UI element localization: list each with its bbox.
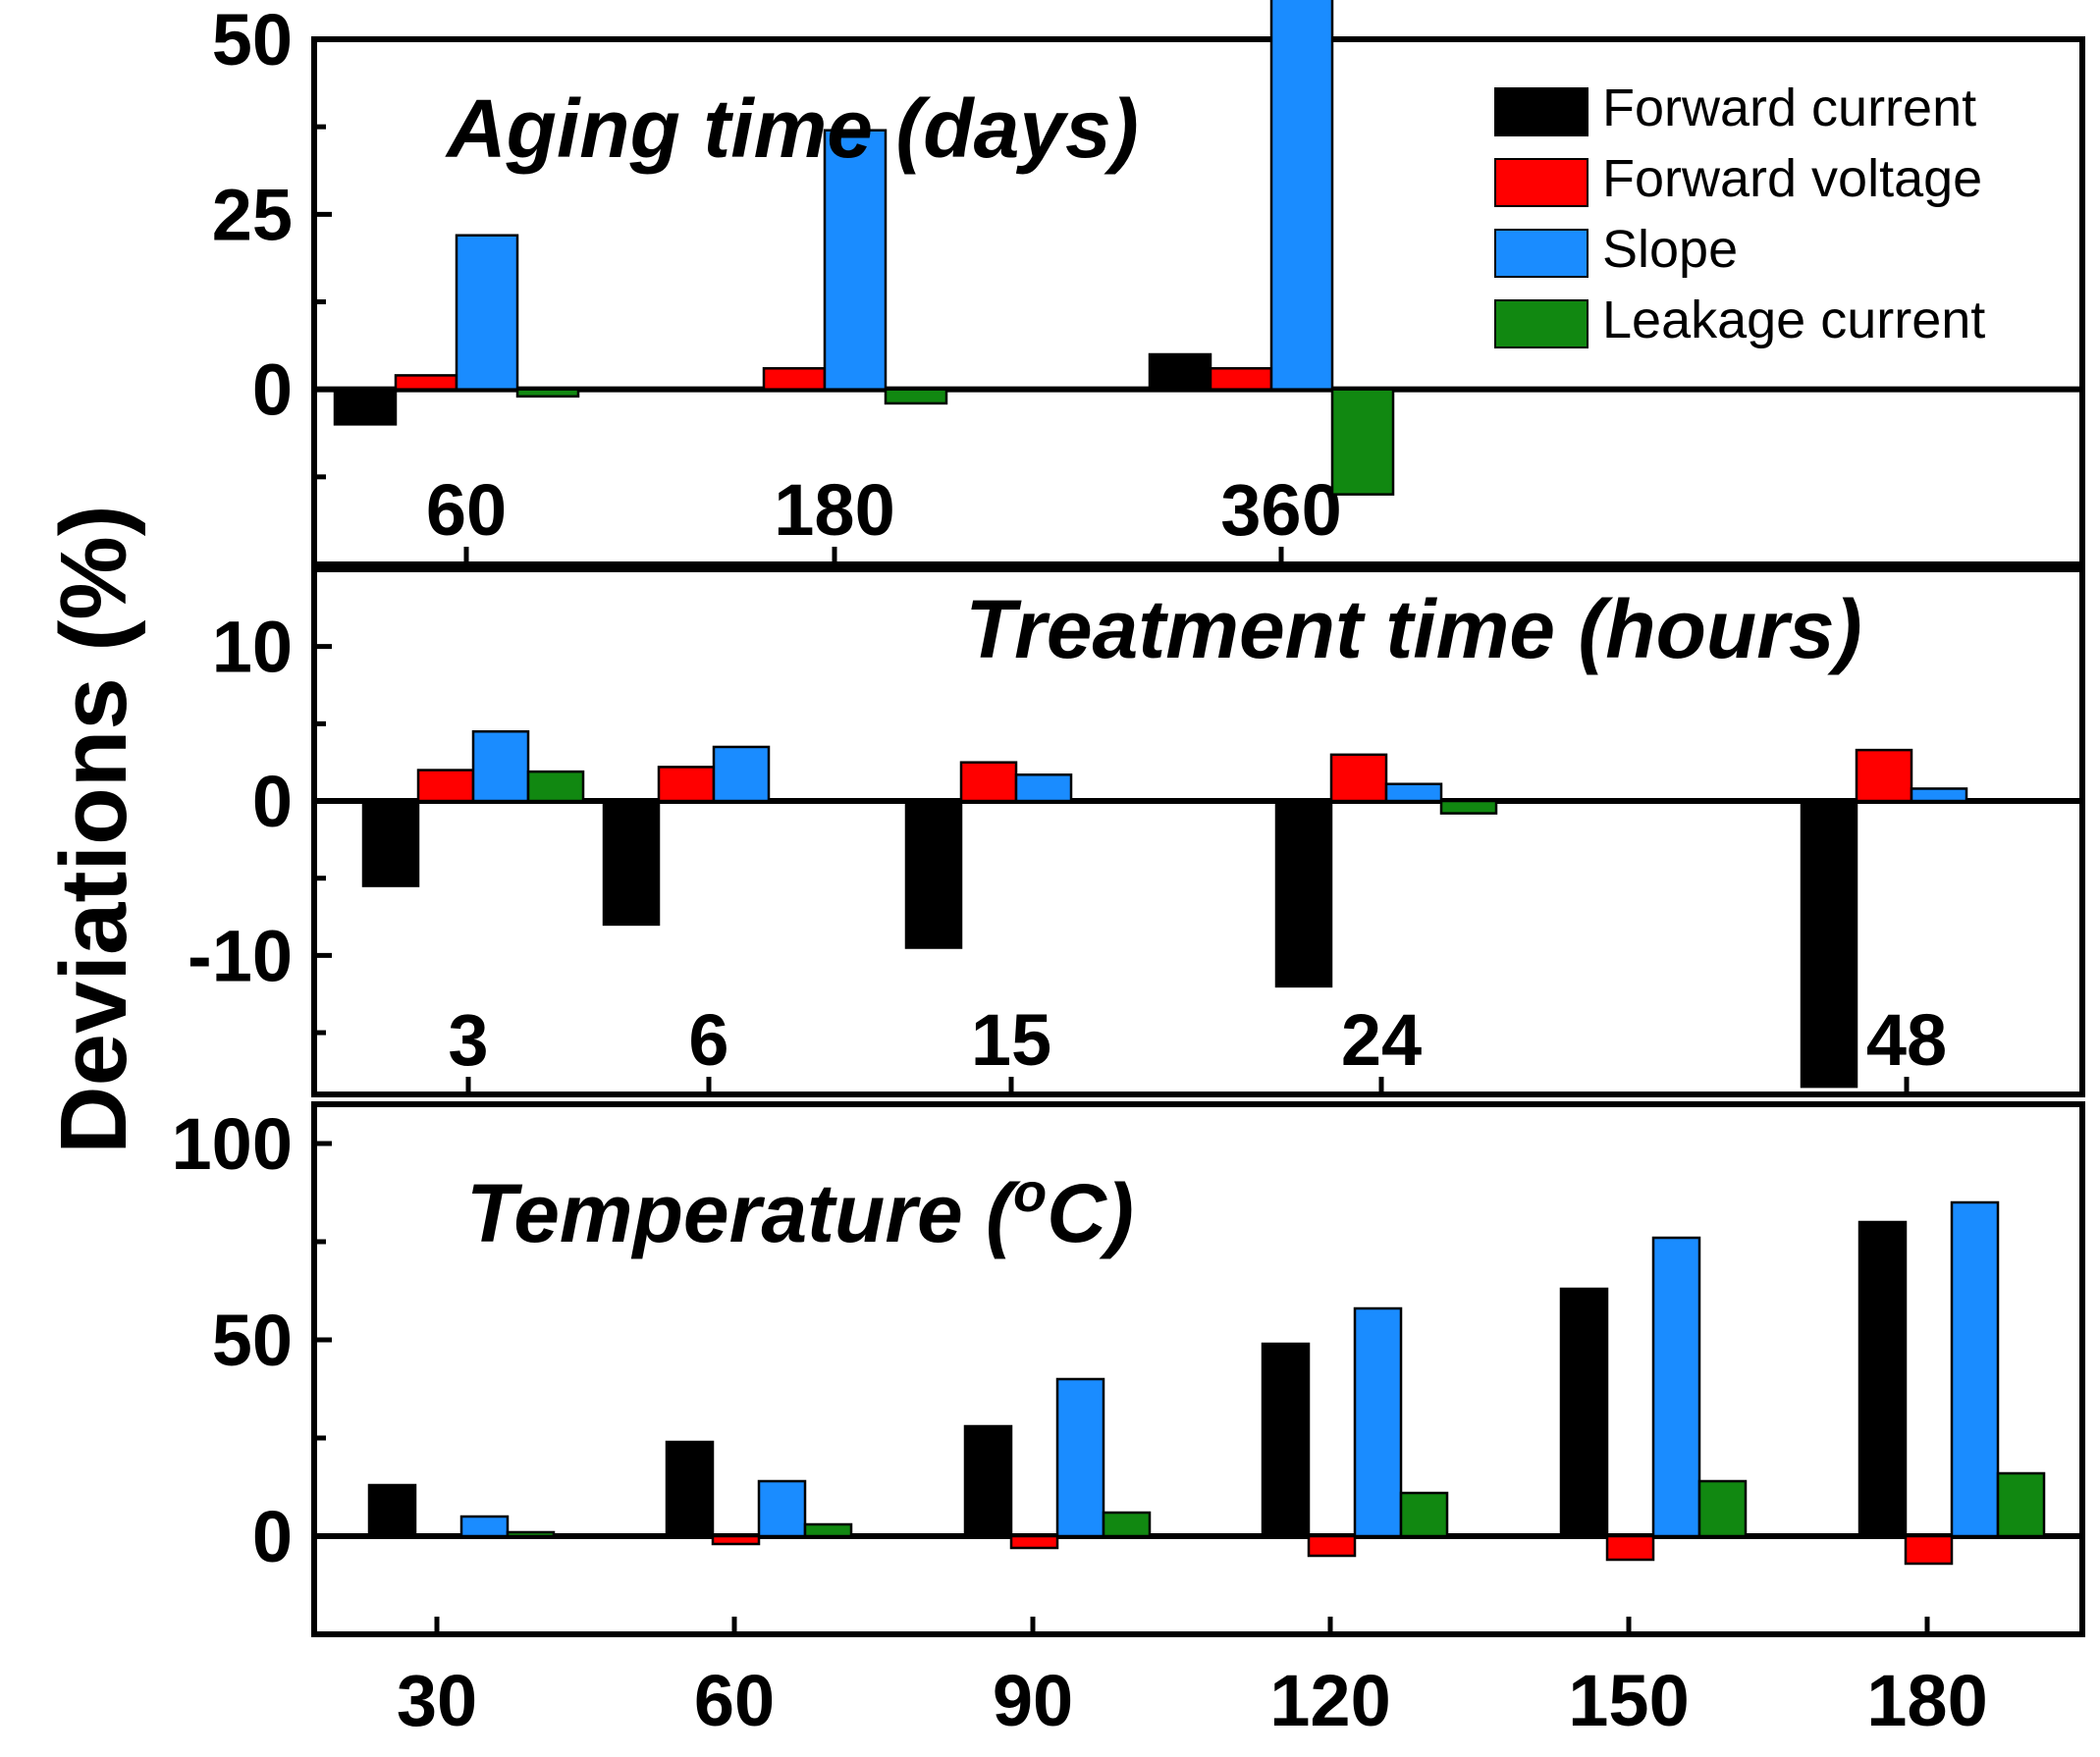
x-tick-label-temperature: 30 [397,1660,477,1741]
bar-aging-leakage-current-60 [515,388,580,399]
x-tick-label-temperature: 120 [1269,1660,1390,1741]
bar-aging-leakage-current-180 [884,388,948,405]
bar-treatment-forward-voltage-15 [959,761,1018,803]
bar-aging-forward-current-360 [1148,352,1212,391]
panel-temperature: 0 50 100 30 60 90 120 150 180 Temperature (oC) [172,1101,2085,1741]
bar-treatment-slope-24 [1384,782,1443,803]
bar-temperature-forward-voltage-120 [1307,1534,1357,1558]
bar-treatment-forward-current-15 [904,799,963,949]
panel-title-temperature: Temperature (oC) [466,1161,1134,1260]
bar-temperature-slope-120 [1353,1306,1403,1538]
bar-temperature-forward-voltage-90 [1009,1534,1059,1550]
x-tick-label-treatment: 3 [448,999,488,1081]
bar-temperature-leakage-current-30 [506,1530,556,1538]
legend-label-leakage-current: Leakage current [1602,291,1985,349]
bar-treatment-slope-6 [712,745,771,803]
legend-swatch-forward-voltage [1494,158,1588,207]
bar-temperature-slope-30 [459,1515,510,1538]
y-tick-label-temperature: 0 [252,1496,293,1577]
bar-temperature-forward-voltage-150 [1605,1534,1655,1562]
y-tick-label-aging: 0 [252,349,293,431]
bar-temperature-forward-current-120 [1261,1342,1311,1538]
bar-treatment-leakage-current-3 [526,770,585,803]
x-tick-label-temperature: 60 [694,1660,775,1741]
bar-aging-forward-voltage-360 [1209,367,1273,391]
bar-aging-forward-voltage-180 [762,367,827,391]
y-axis-label: Deviations (%) [41,505,146,1153]
bar-temperature-forward-voltage-60 [711,1534,761,1546]
panel-frame-treatment [311,566,2085,1097]
bar-aging-leakage-current-360 [1330,388,1395,496]
panel-title-treatment: Treatment time (hours) [965,583,1861,675]
bar-treatment-forward-current-24 [1274,799,1333,988]
bar-treatment-slope-3 [471,729,530,803]
x-tick-label-treatment: 48 [1866,999,1947,1081]
bar-treatment-slope-48 [1910,787,1968,803]
legend-label-forward-current: Forward current [1602,79,1976,137]
legend: Forward current Forward voltage Slope Le… [1494,79,1985,349]
x-tick-label-treatment: 15 [971,999,1051,1081]
bar-treatment-slope-15 [1014,773,1073,803]
x-tick-label-treatment: 6 [688,999,728,1081]
y-tick-label-temperature: 50 [212,1300,293,1381]
panel-treatment: -10 0 10 3 6 15 24 48 Treatment time (hours) [188,566,2085,1097]
legend-label-forward-voltage: Forward voltage [1602,149,1982,208]
bar-temperature-forward-current-60 [665,1440,715,1538]
y-tick-label-temperature: 100 [172,1103,293,1185]
bar-temperature-slope-180 [1950,1200,2000,1538]
bar-temperature-leakage-current-90 [1102,1511,1152,1538]
x-tick-label-treatment: 24 [1341,999,1422,1081]
bar-temperature-forward-current-150 [1559,1287,1609,1538]
bar-temperature-forward-current-90 [963,1424,1013,1538]
x-tick-label-temperature: 150 [1568,1660,1689,1741]
y-tick-label-treatment: -10 [188,915,293,996]
y-tick-label-treatment: 0 [252,761,293,842]
panel-title-aging: Aging time (days) [445,82,1139,175]
x-tick-label-temperature: 90 [993,1660,1073,1741]
y-tick-label-aging: 25 [212,174,293,255]
x-tick-label-aging: 360 [1220,469,1341,551]
x-tick-label-temperature: 180 [1866,1660,1987,1741]
bar-temperature-forward-current-30 [367,1483,417,1538]
bar-treatment-leakage-current-24 [1439,799,1498,815]
y-tick-label-aging: 50 [212,0,293,80]
bar-aging-slope-60 [455,234,519,391]
bar-temperature-slope-60 [757,1479,807,1538]
bar-temperature-slope-90 [1055,1377,1105,1538]
bar-temperature-forward-voltage-180 [1904,1534,1954,1566]
bar-aging-slope-180 [823,129,888,391]
bar-treatment-forward-voltage-3 [416,769,475,803]
bar-treatment-forward-current-3 [361,799,420,887]
bar-temperature-leakage-current-180 [1996,1471,2046,1538]
bar-treatment-forward-current-48 [1800,799,1858,1089]
bar-treatment-forward-voltage-48 [1855,748,1913,803]
bar-temperature-forward-current-180 [1858,1220,1908,1538]
y-tick-label-treatment: 10 [212,607,293,688]
panel-frame-temperature [311,1101,2085,1637]
bar-treatment-forward-voltage-6 [657,766,716,803]
x-tick-label-aging: 60 [426,469,507,551]
legend-label-slope: Slope [1602,220,1738,279]
legend-swatch-forward-current [1494,87,1588,136]
bar-aging-forward-voltage-60 [394,374,458,391]
bar-aging-slope-360 [1269,0,1334,391]
panel-aging: 0 25 50 60 180 360 Aging time (days) [212,0,2085,567]
legend-swatch-leakage-current [1494,299,1588,348]
bar-temperature-leakage-current-60 [803,1522,853,1538]
bar-treatment-forward-voltage-24 [1329,753,1388,803]
x-tick-label-aging: 180 [774,469,894,551]
chart-panels: 0 25 50 60 180 360 Aging time (days) -10 0 10 3 6 15… [172,0,2085,1741]
bar-temperature-leakage-current-150 [1697,1479,1748,1538]
bar-temperature-slope-150 [1651,1236,1701,1538]
bar-temperature-leakage-current-120 [1399,1491,1449,1538]
bar-aging-forward-current-60 [333,388,398,426]
legend-swatch-slope [1494,229,1588,278]
bar-treatment-forward-current-6 [602,799,661,927]
